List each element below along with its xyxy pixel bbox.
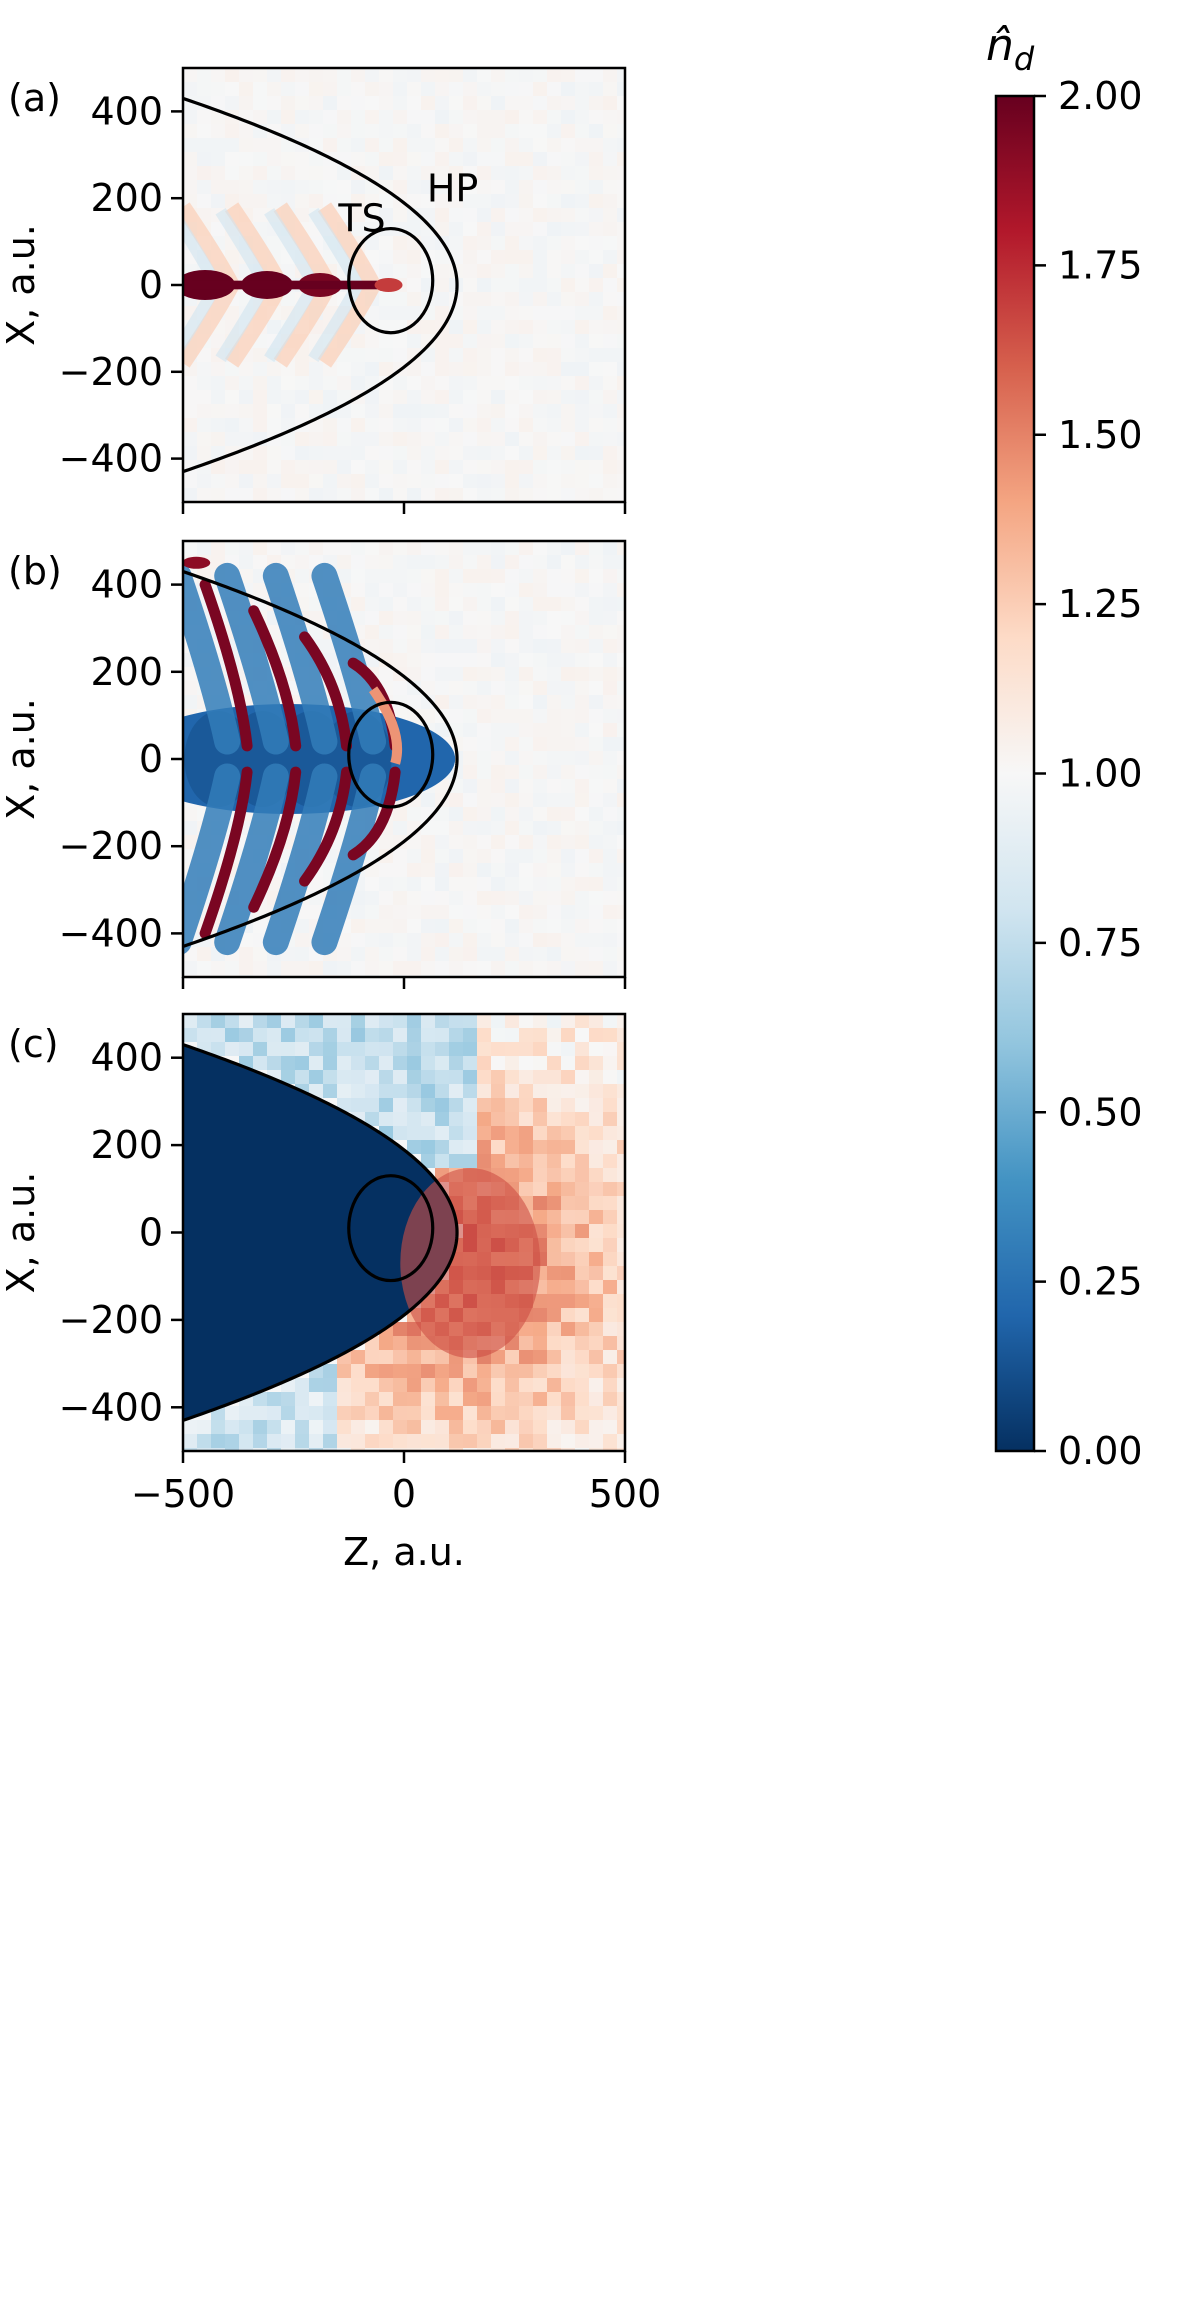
panel-label: (b) <box>8 549 62 593</box>
colorbar-tick-label: 1.25 <box>1058 582 1143 626</box>
red-ridge <box>299 631 353 752</box>
y-tick-label: −200 <box>59 824 163 868</box>
red-ridge <box>299 766 353 887</box>
density-jet <box>183 270 403 300</box>
y-tick-label: −200 <box>59 1298 163 1342</box>
blue-lobe <box>262 562 338 755</box>
x-tick-label: 0 <box>392 1472 416 1516</box>
red-ridge <box>183 556 211 569</box>
y-axis-label: X, a.u. <box>0 698 43 820</box>
red-ridge <box>347 766 401 861</box>
colorbar-gradient <box>996 96 1034 1451</box>
heatmap-field <box>183 68 625 502</box>
panel-b: 400 200 0 −200 −400 X, a.u. (b) <box>0 539 627 989</box>
annotation-hp: HP <box>427 166 479 210</box>
y-tick-label: 200 <box>90 176 163 220</box>
colorbar-tick-label: 0.75 <box>1058 921 1143 965</box>
y-tick-label: 200 <box>90 1123 163 1167</box>
red-ridge <box>368 686 403 765</box>
colorbar-tick-label: 1.00 <box>1058 752 1143 796</box>
panel-label: (c) <box>8 1022 59 1066</box>
panel-a: 400 200 0 −200 −400 X, a.u. (a) HP TS <box>0 66 627 514</box>
red-ridge <box>248 605 302 752</box>
y-tick-label: 0 <box>139 737 163 781</box>
heatmap-field <box>183 1014 625 1451</box>
colorbar-tick-label: 0.50 <box>1058 1090 1143 1134</box>
density-peak <box>400 1168 541 1359</box>
blue-lobe <box>214 763 289 956</box>
heliopause-curve <box>183 569 459 949</box>
colorbar-tick-label: 2.00 <box>1058 74 1143 118</box>
colorbar-label: n̂d <box>986 20 1035 78</box>
x-axis-label: Z, a.u. <box>343 1530 465 1574</box>
y-tick-label: 400 <box>90 89 163 133</box>
jet-tip <box>374 278 403 292</box>
y-tick-label: 200 <box>90 650 163 694</box>
colorbar-tick-label: 0.00 <box>1058 1429 1143 1473</box>
y-tick-label: 400 <box>90 563 163 607</box>
panels-group: 400 200 0 −200 −400 X, a.u. (a) HP TS 400 200 0 −200… <box>0 66 662 1574</box>
termination-shock-curve <box>347 226 435 335</box>
red-ridge <box>199 579 253 752</box>
y-tick-label: −400 <box>59 437 163 481</box>
x-tick-label: 500 <box>589 1472 662 1516</box>
panel-label: (a) <box>8 76 61 120</box>
y-tick-label: 0 <box>139 263 163 307</box>
jet-core <box>191 280 378 290</box>
y-tick-label: −400 <box>59 911 163 955</box>
heliopause-curve <box>183 96 459 474</box>
colorbar: 2.00 1.75 1.50 1.25 1.00 0.75 0.50 0.25 0.00 n̂d <box>986 20 1143 1473</box>
x-tick-label: −500 <box>131 1472 235 1516</box>
heatmap-noise <box>183 1014 625 1451</box>
colorbar-tick-label: 1.75 <box>1058 243 1143 287</box>
red-ridge <box>248 766 302 913</box>
y-tick-label: 400 <box>90 1036 163 1080</box>
termination-shock-curve <box>347 700 435 809</box>
annotation-ts: TS <box>337 197 385 241</box>
heatmap-noise <box>183 68 625 502</box>
y-tick-label: −200 <box>59 350 163 394</box>
y-tick-label: 0 <box>139 1211 163 1255</box>
chevron-ridges <box>183 556 403 939</box>
blue-lobe <box>183 563 241 755</box>
colorbar-tick-label: 0.25 <box>1058 1260 1143 1304</box>
blue-lobes <box>183 562 387 956</box>
blue-lobe <box>183 763 241 955</box>
heliopause-curve <box>183 1042 459 1423</box>
blue-lobe <box>262 763 338 956</box>
y-axis-label: X, a.u. <box>0 1172 43 1294</box>
depleted-region <box>183 1014 458 1451</box>
colorbar-tick-label: 1.50 <box>1058 413 1143 457</box>
panel-c: 400 200 0 −200 −400 −500 0 500 X, a.u. Z, a.u. (c) <box>0 1012 662 1574</box>
termination-shock-curve <box>347 1174 435 1283</box>
red-ridge <box>199 766 253 939</box>
y-axis-label: X, a.u. <box>0 224 43 346</box>
blue-lobe <box>214 562 289 755</box>
colorbar-label-subscript: d <box>1014 40 1035 78</box>
heatmap-field <box>183 541 625 977</box>
y-tick-label: −400 <box>59 1385 163 1429</box>
